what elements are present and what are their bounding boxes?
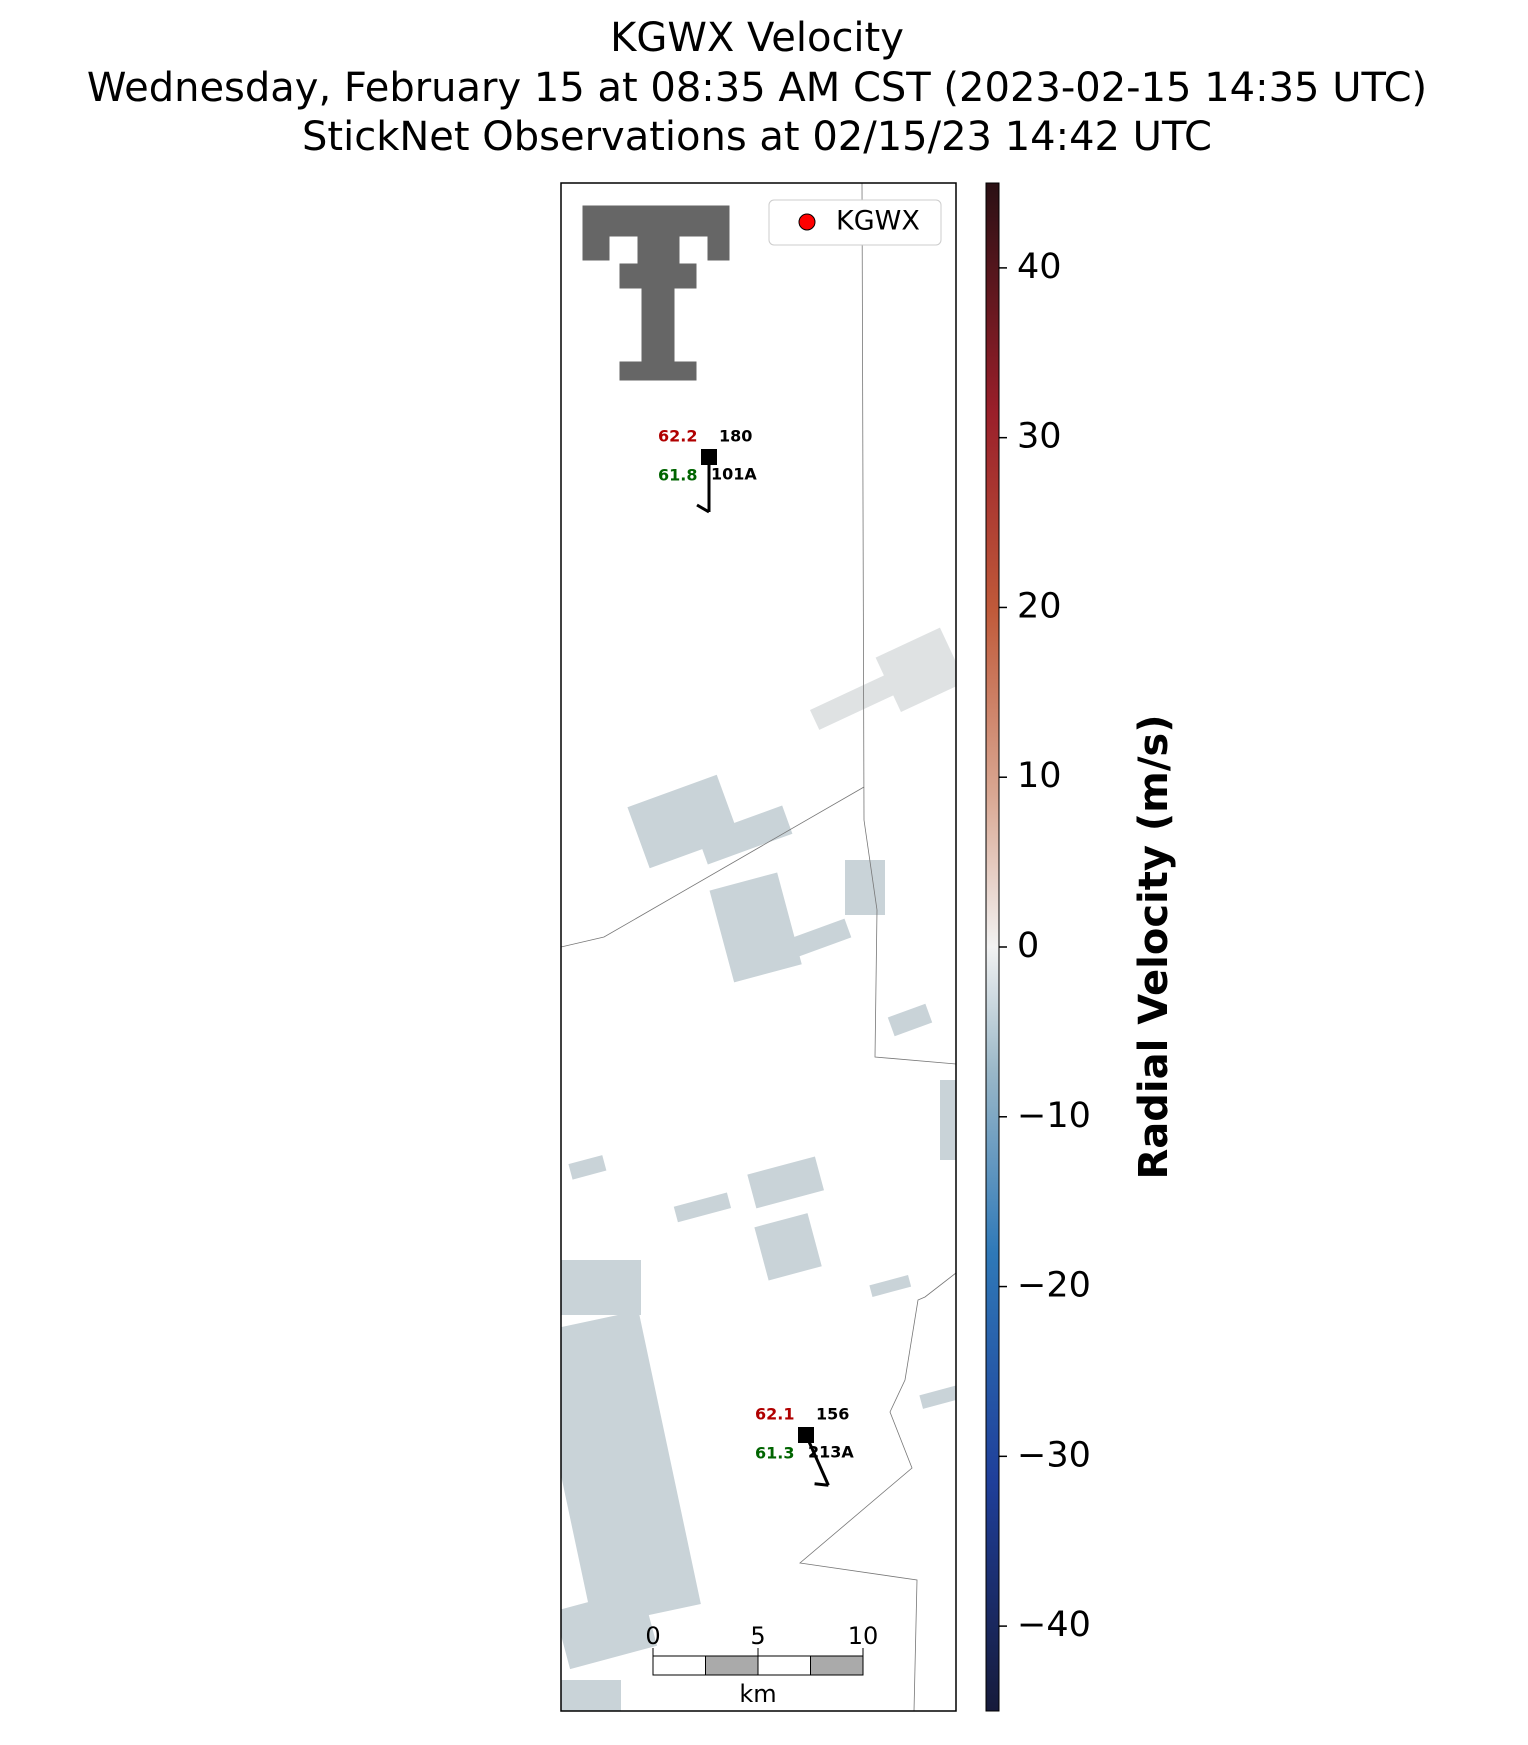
scale-segment xyxy=(652,1655,706,1676)
colorbar-tick-label: 40 xyxy=(1017,247,1062,287)
wind-barb xyxy=(804,1434,830,1487)
scale-segment xyxy=(810,1655,864,1676)
radar-echoes xyxy=(561,627,956,1711)
title-line: Wednesday, February 15 at 08:35 AM CST (… xyxy=(87,65,1427,111)
colorbar: Radial Velocity (m/s) −40 −30 −20 −10 0 10 20 3… xyxy=(985,182,1177,1712)
barb-flag xyxy=(696,503,710,514)
title-line: KGWX Velocity xyxy=(610,15,904,61)
title-line: StickNet Observations at 02/15/23 14:42 … xyxy=(302,114,1212,160)
barb-flag xyxy=(814,1482,829,1487)
colorbar-tick-label: 30 xyxy=(1017,417,1062,457)
station-temperature: 62.1 xyxy=(755,1405,794,1424)
texas-tech-logo xyxy=(579,202,733,384)
county-lines xyxy=(561,183,956,1711)
station-marker xyxy=(798,1427,814,1443)
scale-tick-label: 10 xyxy=(848,1622,879,1650)
stations: 62.2 180 61.8 101A 62.1 156 61.3 213A xyxy=(658,427,854,1487)
scale-tick-label: 5 xyxy=(750,1622,765,1650)
colorbar-label: Radial Velocity (m/s) xyxy=(1131,714,1177,1179)
colorbar-tick-label: 20 xyxy=(1017,586,1062,626)
station-dewpoint: 61.8 xyxy=(658,466,697,485)
station-id: 213A xyxy=(808,1443,854,1462)
station-id: 101A xyxy=(711,465,757,484)
station-wind-direction: 156 xyxy=(816,1405,849,1424)
scale-bar: km 0 5 10 xyxy=(645,1622,878,1708)
legend-label: KGWX xyxy=(836,206,920,237)
legend-marker xyxy=(798,213,816,231)
scale-segment xyxy=(705,1655,759,1676)
map-frame xyxy=(560,182,957,1712)
colorbar-tick-label: 0 xyxy=(1017,926,1039,966)
legend: KGWX xyxy=(768,199,942,246)
colorbar-ramp xyxy=(985,182,1000,1712)
station-marker xyxy=(701,449,717,465)
station-wind-direction: 180 xyxy=(719,427,752,446)
scale-tick-label: 0 xyxy=(645,1622,660,1650)
barb-shaft xyxy=(804,1434,830,1486)
wind-barb xyxy=(696,457,711,514)
colorbar-tick-label: −40 xyxy=(1017,1605,1091,1645)
colorbar-tick-label: 10 xyxy=(1017,756,1062,796)
scale-unit: km xyxy=(739,1680,776,1708)
colorbar-tick-label: −20 xyxy=(1017,1266,1091,1306)
colorbar-tick-label: −10 xyxy=(1017,1096,1091,1136)
station-temperature: 62.2 xyxy=(658,427,697,446)
legend-box xyxy=(768,199,942,246)
scale-segment xyxy=(757,1655,811,1676)
colorbar-tick-label: −30 xyxy=(1017,1435,1091,1475)
map xyxy=(561,183,956,1711)
station-dewpoint: 61.3 xyxy=(755,1444,794,1463)
